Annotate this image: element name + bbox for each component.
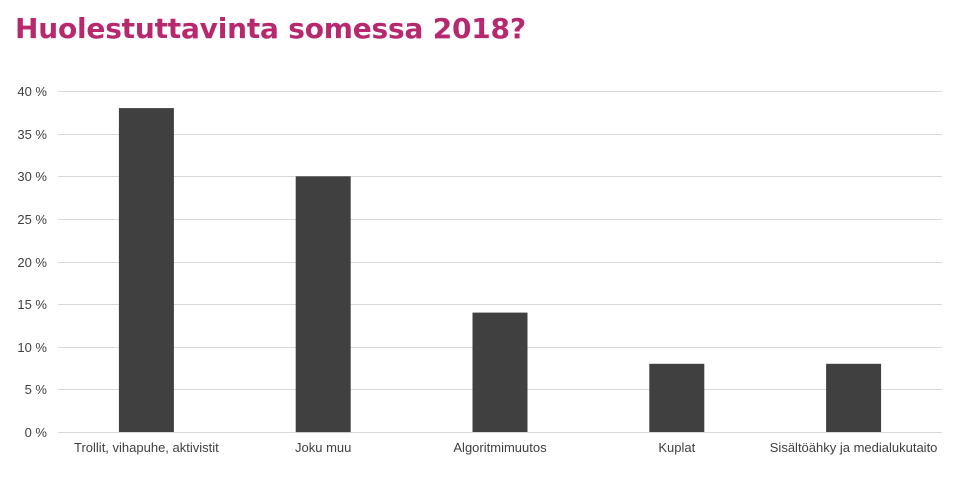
bar	[118, 108, 174, 432]
y-tick-label: 15 %	[17, 297, 47, 312]
y-tick-label: 30 %	[17, 169, 47, 184]
x-axis-category-labels: Trollit, vihapuhe, aktivistit Joku muu Alg…	[74, 440, 937, 455]
y-tick-label: 40 %	[17, 84, 47, 99]
bar	[649, 363, 705, 432]
x-category-label: Sisältöähky ja medialukutaito	[770, 440, 938, 455]
y-tick-label: 0 %	[25, 425, 48, 440]
chart-title: Huolestuttavinta somessa 2018?	[15, 12, 526, 45]
y-tick-label: 5 %	[25, 382, 48, 397]
x-category-label: Algoritmimuutos	[453, 440, 547, 455]
bar	[472, 312, 528, 432]
y-tick-label: 20 %	[17, 255, 47, 270]
x-category-label: Joku muu	[295, 440, 351, 455]
bar	[826, 363, 882, 432]
x-category-label: Kuplat	[658, 440, 695, 455]
y-tick-label: 10 %	[17, 340, 47, 355]
y-axis-tick-labels: 0 % 5 % 10 % 15 % 20 % 25 % 30 % 35 % 40 %	[17, 84, 47, 440]
x-category-label: Trollit, vihapuhe, aktivistit	[74, 440, 219, 455]
bar	[295, 176, 351, 433]
y-tick-label: 35 %	[17, 127, 47, 142]
y-tick-label: 25 %	[17, 212, 47, 227]
bars	[118, 108, 882, 433]
